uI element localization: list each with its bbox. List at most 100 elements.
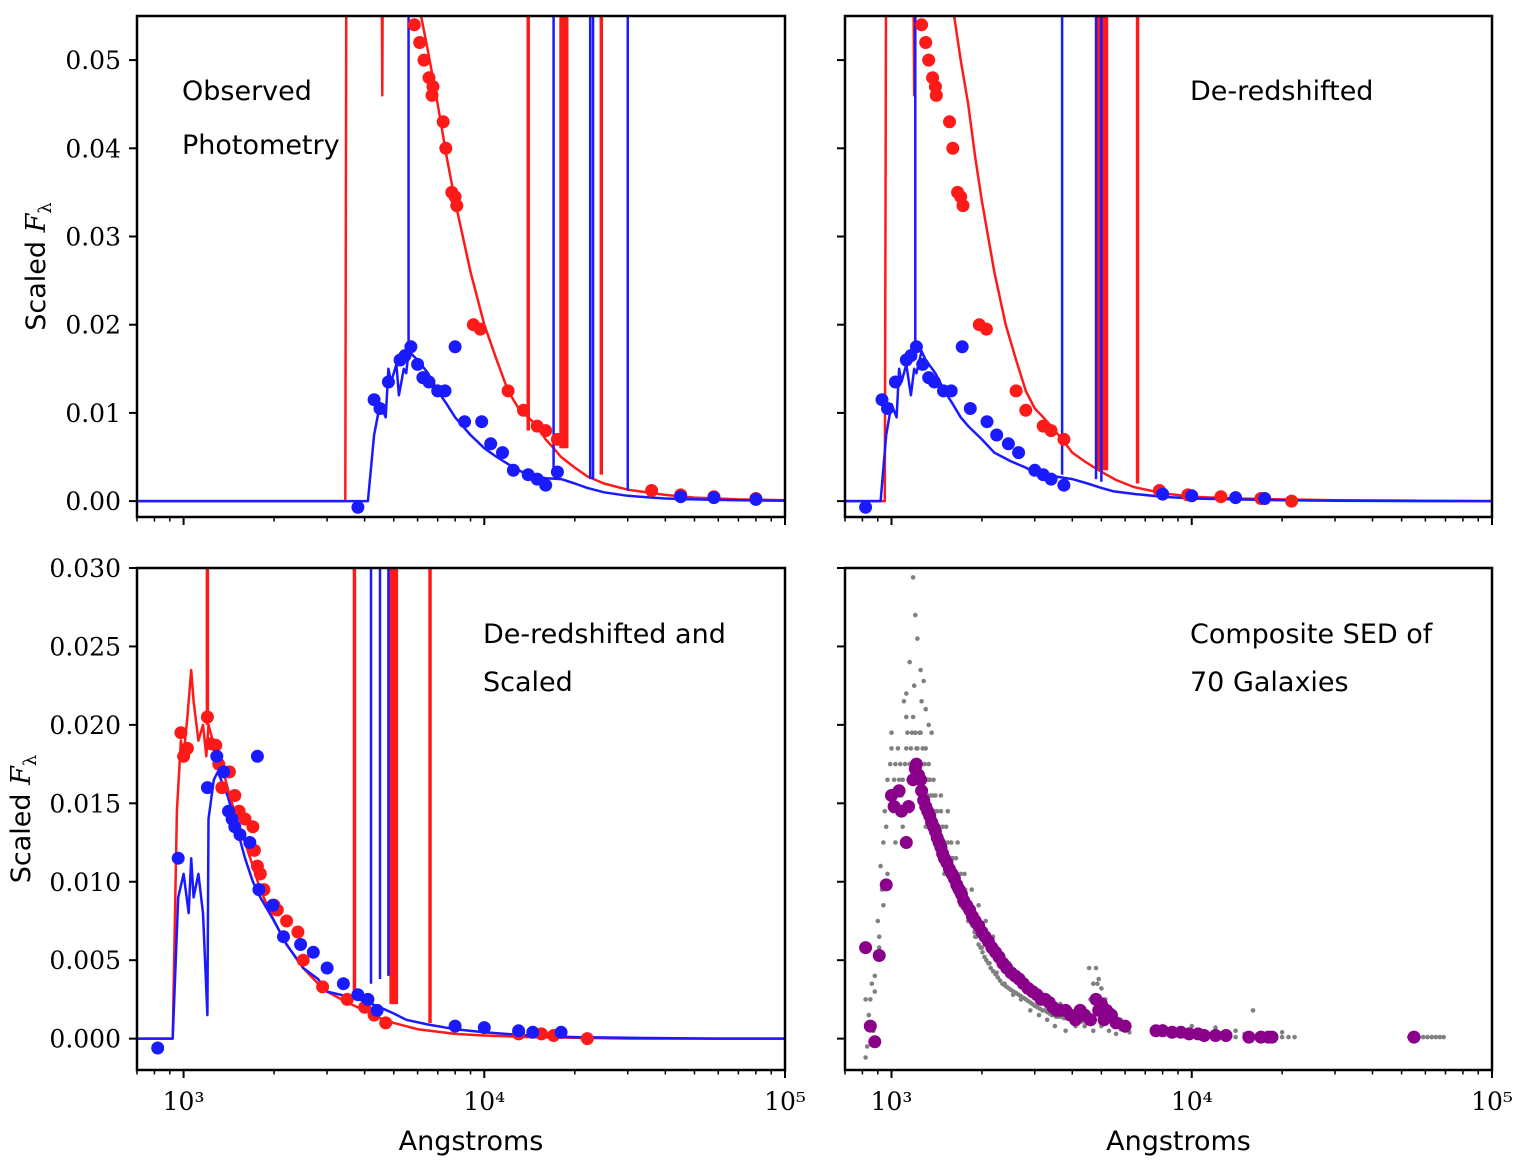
x-axis-label: Angstroms [1106,1126,1251,1157]
data-point-gray [1052,1023,1058,1029]
y-tick-label: 0.04 [65,134,121,163]
data-point-red [174,726,188,740]
data-point-gray [923,746,928,751]
data-point-blue [484,437,498,451]
data-point-red [1009,384,1023,398]
axes-frame [843,566,1494,1072]
data-point-purple [1219,1029,1233,1042]
data-point-blue [336,977,350,991]
data-point-gray [1429,1034,1435,1040]
plot-area [845,16,1492,514]
data-point-red [407,18,421,32]
data-point-blue [477,1021,491,1035]
data-point-gray [1441,1034,1446,1040]
data-point-gray [893,761,898,767]
data-point-blue [210,749,224,763]
data-point-blue [554,1025,568,1039]
data-point-blue [1185,489,1199,503]
y-tick-label: 0.00 [65,487,121,516]
data-point-gray [938,808,944,814]
data-point-red [340,992,354,1006]
data-point-gray [1093,965,1099,971]
data-point-blue [512,1024,526,1038]
data-point-gray [987,961,992,966]
data-point-gray [990,968,996,974]
axes-frame [843,14,1494,519]
data-point-gray [914,746,919,751]
data-point-gray [1018,997,1024,1002]
data-point-gray [904,746,909,751]
data-point-blue [351,500,365,514]
data-point-gray [910,575,916,580]
data-point-purple [863,1019,877,1033]
data-point-blue [550,465,564,479]
data-point-blue [909,340,923,354]
data-point-purple [902,800,916,813]
data-point-blue [1156,487,1170,501]
data-point-gray [1425,1034,1430,1040]
data-point-gray [863,1055,868,1060]
data-point-gray [889,746,894,751]
y-tick-label: 0.005 [49,946,121,975]
data-point-purple [1118,1019,1132,1033]
y-tick-label: 0.025 [49,632,121,661]
data-point-gray [876,934,882,939]
data-point-red [473,322,487,336]
data-point-gray [1091,981,1096,986]
data-point-gray [900,824,905,830]
data-point-blue [859,500,873,514]
data-point-gray [1433,1034,1439,1040]
data-point-blue [881,402,894,415]
data-point-blue [963,402,977,415]
data-point-red [280,914,294,928]
data-point-red [439,141,453,155]
data-point-gray [909,730,915,735]
y-tick-label: 0.010 [49,868,121,897]
data-point-red [246,820,260,834]
data-point-blue [370,1003,384,1017]
data-point-purple [868,1035,882,1049]
data-point-blue [526,1025,540,1039]
x-tick-label: 10⁵ [764,1087,806,1116]
data-point-blue [1012,446,1026,460]
data-point-gray [948,840,954,845]
panel-annotation: Observed [182,76,312,107]
data-point-purple [1407,1030,1421,1044]
data-point-gray [1096,976,1101,982]
data-point-gray [988,965,993,971]
data-point-blue [200,781,214,795]
data-point-blue [306,945,320,959]
data-point-blue [496,446,509,460]
plot-area [137,568,785,1055]
data-point-gray [898,761,903,767]
data-point-red [291,925,305,939]
data-point-gray [896,777,902,783]
data-point-gray [913,612,918,618]
x-axis-label: Angstroms [399,1126,544,1157]
data-point-gray [1279,1034,1285,1040]
data-point-blue [422,375,436,389]
data-point-blue [888,375,902,389]
data-point-blue [506,463,520,477]
data-point-gray [1099,986,1104,991]
data-point-red [580,1032,594,1046]
data-point-purple [899,836,913,849]
data-point-gray [1106,1028,1112,1034]
data-point-red [200,710,214,724]
data-point-gray [931,777,936,783]
data-point-blue [243,836,257,849]
data-point-red [215,781,229,795]
data-point-blue [294,938,308,951]
data-point-gray [962,871,967,877]
data-point-blue [990,428,1004,442]
data-point-gray [876,945,882,950]
data-point-gray [881,840,886,845]
data-point-gray [868,997,873,1002]
data-point-gray [1036,1012,1042,1018]
data-point-gray [953,855,959,861]
data-point-red [436,115,450,129]
data-point-gray [979,945,985,950]
data-point-gray [883,824,889,830]
x-tick-label: 10³ [871,1087,913,1116]
